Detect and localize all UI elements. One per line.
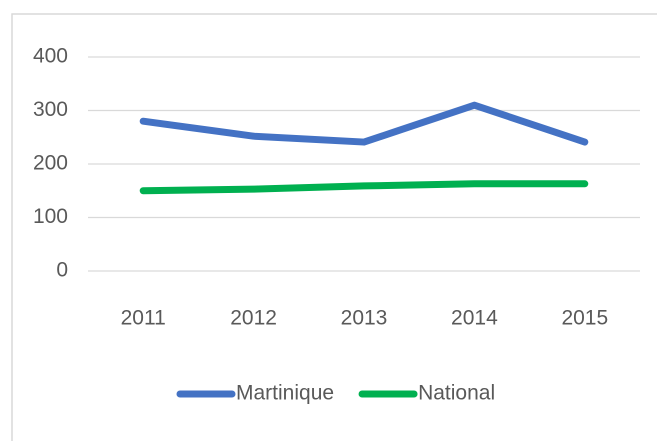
x-tick-label: 2014	[451, 307, 498, 330]
x-tick-label: 2013	[341, 307, 388, 330]
series-line	[139, 180, 589, 195]
y-tick-label: 200	[33, 152, 68, 175]
y-tick-label: 100	[33, 205, 68, 228]
legend-label: National	[418, 382, 495, 405]
x-tick-label: 2015	[561, 307, 608, 330]
series-line	[139, 101, 589, 146]
chart-border	[11, 13, 657, 441]
x-tick-label: 2011	[121, 307, 166, 330]
y-tick-label: 300	[33, 98, 68, 121]
legend-label: Martinique	[236, 382, 334, 405]
x-tick-label: 2012	[230, 307, 277, 330]
y-tick-label: 400	[33, 45, 68, 68]
y-tick-label: 0	[56, 259, 68, 282]
